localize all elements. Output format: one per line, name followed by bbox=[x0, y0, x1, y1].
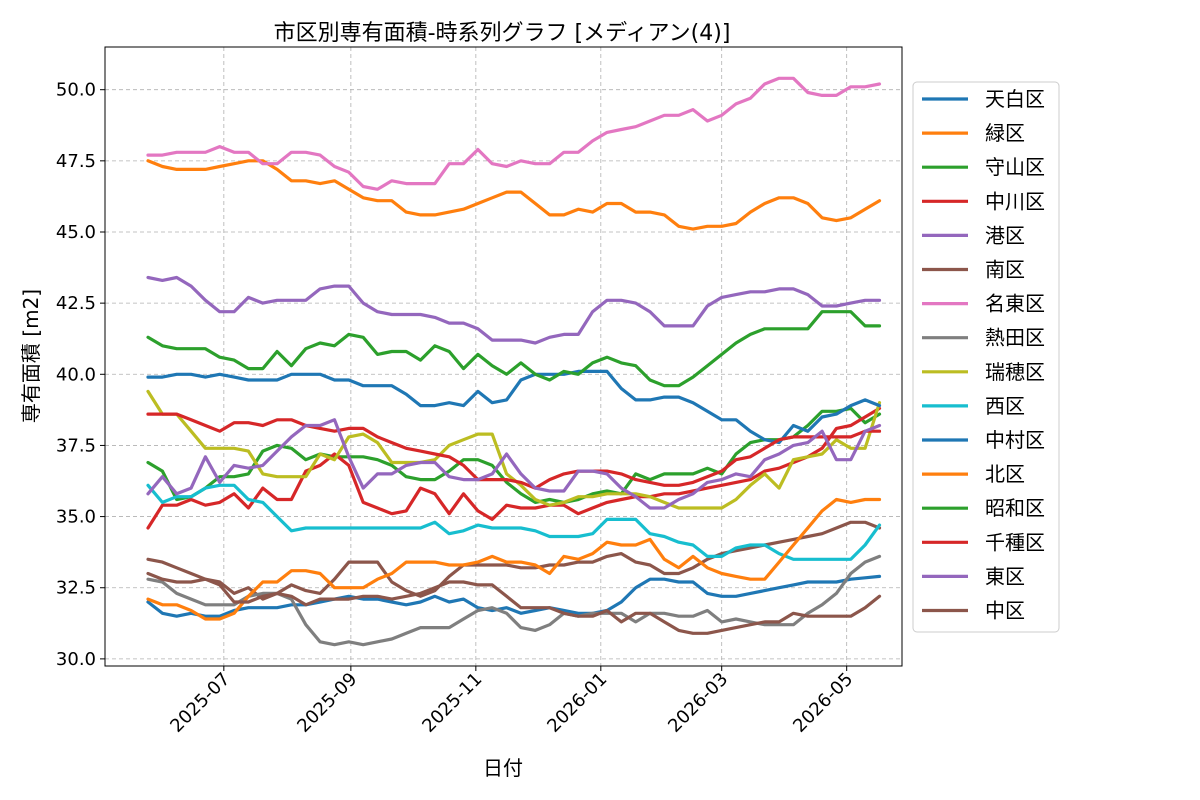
plot-area-frame bbox=[104, 46, 903, 667]
legend-label: 北区 bbox=[985, 462, 1025, 486]
legend-frame bbox=[912, 81, 1060, 633]
y-axis: 30.0 32.5 35.0 37.5 40.0 42.5 45.0 47.5 50.0 bbox=[56, 80, 105, 670]
legend-label: 瑞穂区 bbox=[985, 360, 1045, 384]
y-tick-label: 32.5 bbox=[56, 578, 96, 599]
series-line-11 bbox=[146, 369, 882, 445]
series-line-9 bbox=[146, 389, 882, 510]
y-tick-label: 30.0 bbox=[56, 649, 96, 670]
series-line-7 bbox=[146, 76, 882, 191]
x-tick-label: 2025-09 bbox=[293, 669, 361, 737]
series-line-1 bbox=[146, 574, 882, 618]
series-line-10 bbox=[146, 483, 882, 561]
legend-label: 中区 bbox=[985, 599, 1025, 623]
legend-label: 天白区 bbox=[985, 87, 1045, 111]
legend: 天白区緑区守山区中川区港区南区名東区熱田区瑞穂区西区中村区北区昭和区千種区東区中… bbox=[912, 81, 1060, 633]
legend-label: 東区 bbox=[985, 564, 1025, 588]
legend-items: 天白区緑区守山区中川区港区南区名東区熱田区瑞穂区西区中村区北区昭和区千種区東区中… bbox=[922, 87, 1045, 623]
series-line-14 bbox=[146, 412, 882, 490]
series-line-13 bbox=[146, 310, 882, 388]
y-tick-label: 37.5 bbox=[56, 435, 96, 456]
legend-label: 中川区 bbox=[985, 189, 1045, 213]
series-line-16 bbox=[146, 571, 882, 635]
legend-label: 緑区 bbox=[985, 121, 1025, 145]
y-tick-label: 45.0 bbox=[56, 222, 96, 243]
legend-label: 港区 bbox=[985, 223, 1025, 247]
series-line-4 bbox=[146, 406, 882, 530]
legend-label: 昭和区 bbox=[985, 496, 1045, 520]
chart-title: 市区別専有面積-時系列グラフ [メディアン(4)] bbox=[274, 21, 731, 46]
y-tick-label: 50.0 bbox=[56, 80, 96, 101]
legend-label: 守山区 bbox=[985, 155, 1045, 179]
series-line-5 bbox=[146, 275, 882, 345]
series-layer bbox=[146, 76, 882, 647]
legend-label: 名東区 bbox=[985, 292, 1045, 316]
x-axis-label: 日付 bbox=[483, 756, 523, 780]
y-tick-label: 35.0 bbox=[56, 507, 96, 528]
series-line-15 bbox=[146, 418, 882, 510]
x-axis: 2025-07 2025-09 2025-11 2026-01 2026-03 2026-… bbox=[166, 666, 857, 737]
y-tick-label: 47.5 bbox=[56, 151, 96, 172]
series-line-12 bbox=[146, 497, 882, 621]
series-line-3 bbox=[146, 406, 882, 504]
y-tick-label: 40.0 bbox=[56, 364, 96, 385]
legend-label: 中村区 bbox=[985, 428, 1045, 452]
grid-layer bbox=[105, 47, 902, 666]
y-tick-label: 42.5 bbox=[56, 293, 96, 314]
x-tick-label: 2026-05 bbox=[789, 669, 857, 737]
x-tick-label: 2025-11 bbox=[418, 669, 486, 737]
legend-label: 南区 bbox=[985, 258, 1025, 282]
legend-label: 千種区 bbox=[985, 530, 1045, 554]
x-tick-label: 2026-01 bbox=[543, 669, 611, 737]
legend-label: 西区 bbox=[985, 394, 1025, 418]
x-tick-label: 2025-07 bbox=[166, 669, 234, 737]
legend-label: 熱田区 bbox=[985, 326, 1045, 350]
y-axis-label: 専有面積 [m2] bbox=[19, 289, 43, 423]
x-tick-label: 2026-03 bbox=[664, 669, 732, 737]
series-line-2 bbox=[146, 159, 882, 231]
